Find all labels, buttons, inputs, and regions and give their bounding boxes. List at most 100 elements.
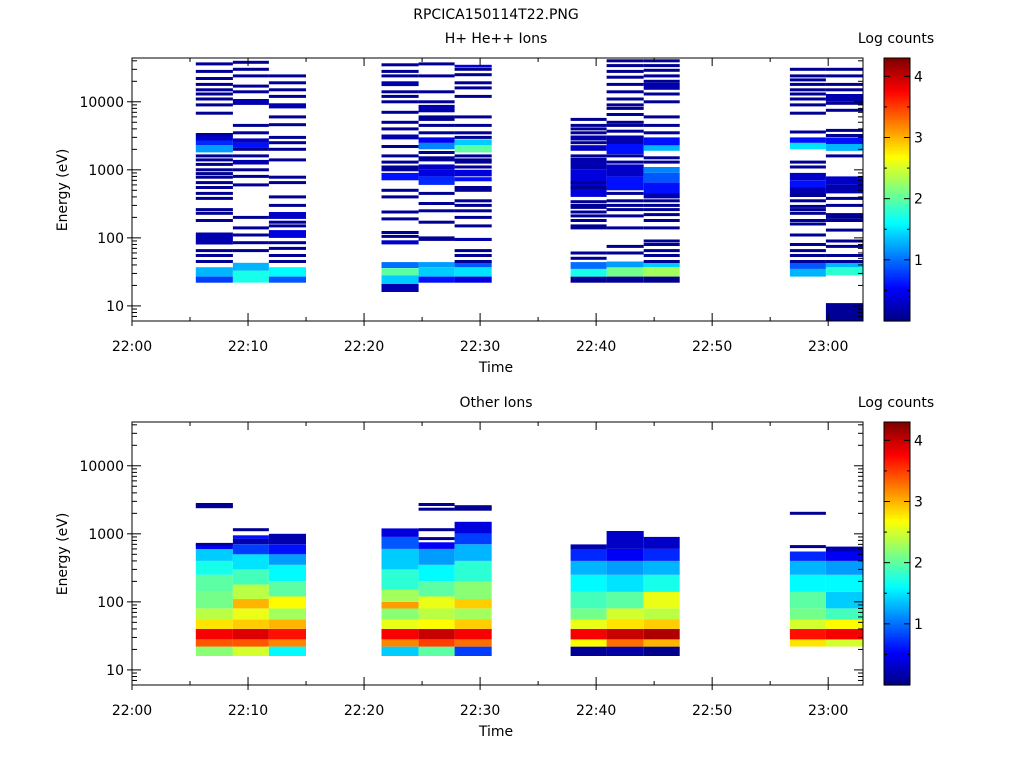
colorbar-segment <box>884 191 910 195</box>
spectrogram-count-line <box>825 82 863 86</box>
spectrogram-count-line <box>268 203 306 207</box>
colorbar-segment <box>884 577 910 581</box>
colorbar-segment <box>884 134 910 138</box>
spectrogram-cell <box>643 608 680 620</box>
spectrogram-count-line <box>232 84 269 88</box>
spectrogram-cell <box>232 535 269 539</box>
spectrogram-count-line <box>606 75 644 79</box>
spectrogram-cell <box>570 628 607 640</box>
colorbar-segment <box>884 163 910 166</box>
colorbar-segment <box>884 314 910 318</box>
spectrogram-cell <box>381 275 419 284</box>
spectrogram-cell <box>195 267 233 277</box>
panel-other-ions-data <box>195 503 863 656</box>
spectrogram-count-line <box>606 199 644 203</box>
spectrogram-count-line <box>643 226 680 230</box>
spectrogram-count-line <box>789 249 826 253</box>
colorbar-segment <box>884 654 910 658</box>
spectrogram-cell <box>418 628 455 640</box>
spectrogram-count-line <box>825 228 863 232</box>
spectrogram-cell <box>643 267 680 277</box>
colorbar-segment <box>884 623 910 627</box>
panel-h-he-ions: H+ He++ Ions Log counts Energy (eV) Time… <box>55 31 934 376</box>
colorbar-segment <box>884 171 910 175</box>
colorbar-segment <box>884 248 910 252</box>
colorbar-segment <box>884 625 910 629</box>
colorbar-segment <box>884 446 910 449</box>
colorbar-segment <box>884 424 910 427</box>
spectrogram-count-line <box>454 186 492 189</box>
panel-other-ions-colorbar: 1 2 3 4 <box>883 421 923 686</box>
colorbar-segment <box>884 182 910 186</box>
y-tick-label: 1000 <box>88 163 124 179</box>
spectrogram-count-line <box>195 92 233 96</box>
spectrogram-count-line <box>570 210 607 214</box>
spectrogram-count-line <box>195 62 233 66</box>
spectrogram-cell <box>381 548 419 570</box>
spectrogram-count-line <box>606 154 644 158</box>
colorbar-segment <box>884 546 910 550</box>
spectrogram-cell <box>381 536 419 549</box>
colorbar-segment <box>884 75 910 79</box>
colorbar-segment <box>884 461 910 465</box>
spectrogram-count-line <box>195 211 233 215</box>
colorbar-segment <box>884 220 910 223</box>
colorbar-segment <box>884 316 910 320</box>
spectrogram-cell <box>381 589 419 602</box>
spectrogram-count-line <box>268 81 306 85</box>
colorbar-segment <box>884 147 910 151</box>
spectrogram-count-line <box>195 181 233 185</box>
spectrogram-count-line <box>418 191 455 195</box>
spectrogram-cell <box>195 619 233 629</box>
colorbar-segment <box>884 217 910 221</box>
spectrogram-cell <box>381 619 419 629</box>
spectrogram-cell <box>454 533 492 545</box>
spectrogram-count-line <box>606 214 644 218</box>
spectrogram-cell <box>825 619 863 629</box>
spectrogram-cell <box>606 548 644 561</box>
spectrogram-count-line <box>268 141 306 145</box>
colorbar-segment <box>884 450 910 454</box>
spectrogram-count-line <box>570 154 607 158</box>
colorbar-segment <box>884 139 910 142</box>
colorbar-segment <box>884 667 910 671</box>
colorbar-segment <box>884 270 910 274</box>
colorbar-segment <box>884 505 910 509</box>
colorbar-segment <box>884 224 910 228</box>
spectrogram-count-line <box>570 123 607 127</box>
spectrogram-count-line <box>195 542 233 546</box>
spectrogram-count-line <box>381 63 419 67</box>
spectrogram-count-line <box>454 203 492 207</box>
colorbar-segment <box>884 525 910 528</box>
colorbar-segment <box>884 511 910 515</box>
spectrogram-count-line <box>789 74 826 78</box>
colorbar-segment <box>884 125 910 129</box>
spectrogram-count-line <box>232 183 269 187</box>
colorbar-segment <box>884 678 910 682</box>
spectrogram-cell <box>418 142 455 150</box>
spectrogram-count-line <box>606 120 644 124</box>
spectrogram-count-line <box>825 67 863 71</box>
colorbar-segment <box>884 494 910 498</box>
colorbar-segment <box>884 158 910 162</box>
spectrogram-count-line <box>268 135 306 139</box>
colorbar-segment <box>884 459 910 463</box>
spectrogram-cell <box>606 646 644 656</box>
spectrogram-count-line <box>268 241 306 245</box>
colorbar-segment <box>884 647 910 651</box>
spectrogram-count-line <box>825 134 863 137</box>
spectrogram-cell <box>643 145 680 151</box>
spectrogram-cell <box>454 267 492 277</box>
spectrogram-cell <box>268 276 306 283</box>
x-tick-label: 22:50 <box>692 339 732 355</box>
colorbar-segment <box>884 422 910 425</box>
colorbar-segment <box>884 603 910 607</box>
colorbar-segment <box>884 165 910 169</box>
spectrogram-cell <box>268 646 306 656</box>
spectrogram-cell <box>418 619 455 629</box>
spectrogram-count-line <box>418 202 455 205</box>
colorbar-segment <box>884 560 910 563</box>
spectrogram-cell <box>789 137 826 143</box>
x-tick-label: 22:00 <box>112 339 152 355</box>
spectrogram-cell <box>195 544 233 549</box>
